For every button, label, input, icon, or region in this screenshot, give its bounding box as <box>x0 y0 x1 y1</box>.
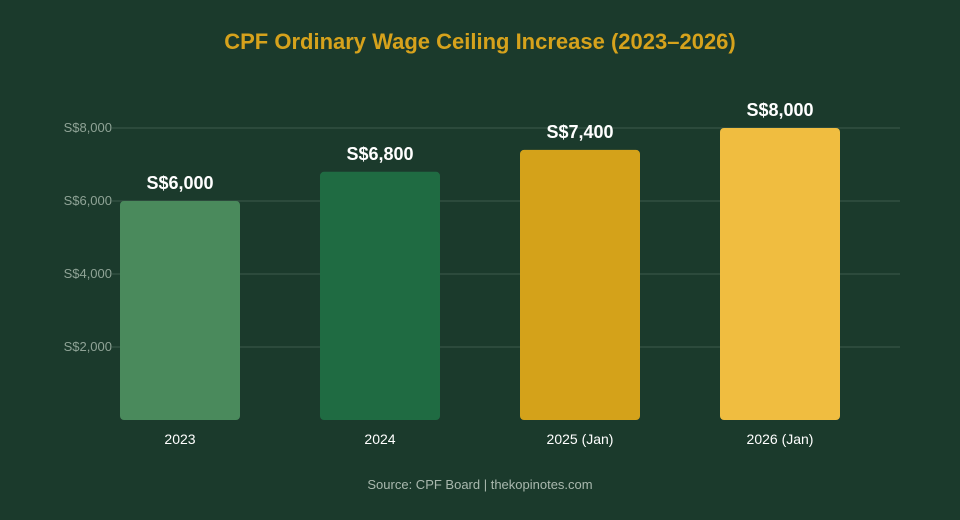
y-tick-label: S$2,000 <box>64 339 112 354</box>
x-tick-label: 2023 <box>164 431 195 447</box>
bar <box>520 149 640 420</box>
y-tick-label: S$4,000 <box>64 266 112 281</box>
bar-value-label: S$6,000 <box>146 173 213 193</box>
y-tick-label: S$6,000 <box>64 193 112 208</box>
bar-value-label: S$6,800 <box>346 144 413 164</box>
bar-value-label: S$7,400 <box>546 122 613 142</box>
x-tick-label: 2025 (Jan) <box>547 431 614 447</box>
x-tick-label: 2024 <box>364 431 395 447</box>
bar-value-label: S$8,000 <box>746 100 813 120</box>
bar <box>720 128 840 420</box>
chart-source: Source: CPF Board | thekopinotes.com <box>367 477 593 492</box>
bar <box>320 171 440 420</box>
bar <box>120 201 240 420</box>
x-tick-label: 2026 (Jan) <box>747 431 814 447</box>
y-tick-label: S$8,000 <box>64 120 112 135</box>
chart-title: CPF Ordinary Wage Ceiling Increase (2023… <box>224 29 736 54</box>
